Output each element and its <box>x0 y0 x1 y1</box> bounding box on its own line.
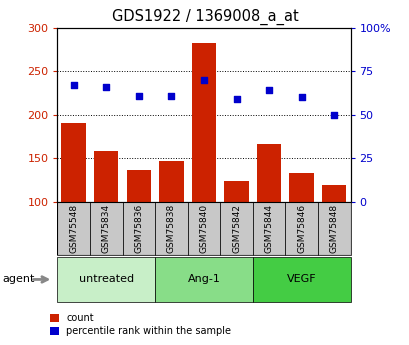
Bar <box>155 202 187 255</box>
Bar <box>90 202 122 255</box>
Bar <box>187 202 220 255</box>
Bar <box>57 202 90 255</box>
Bar <box>122 202 155 255</box>
Bar <box>61 124 86 202</box>
Text: Ang-1: Ang-1 <box>187 275 220 284</box>
Text: GSM75838: GSM75838 <box>166 204 175 253</box>
Bar <box>321 185 346 202</box>
Text: GSM75834: GSM75834 <box>101 204 110 253</box>
Text: GSM75840: GSM75840 <box>199 204 208 253</box>
Bar <box>191 43 216 202</box>
Text: agent: agent <box>2 275 34 284</box>
Point <box>70 82 77 88</box>
Bar <box>289 173 313 202</box>
Bar <box>256 144 281 202</box>
Text: GSM75836: GSM75836 <box>134 204 143 253</box>
Legend: count, percentile rank within the sample: count, percentile rank within the sample <box>46 309 235 340</box>
Bar <box>94 151 118 202</box>
Point <box>298 95 304 100</box>
Point <box>168 93 174 98</box>
Text: GSM75844: GSM75844 <box>264 204 273 253</box>
Bar <box>317 202 350 255</box>
Text: GSM75842: GSM75842 <box>231 204 240 253</box>
Bar <box>252 257 350 302</box>
Point <box>330 112 337 117</box>
Bar <box>252 202 285 255</box>
Bar <box>159 161 183 202</box>
Bar <box>57 257 155 302</box>
Text: VEGF: VEGF <box>286 275 316 284</box>
Text: GDS1922 / 1369008_a_at: GDS1922 / 1369008_a_at <box>111 9 298 25</box>
Bar <box>220 202 252 255</box>
Point <box>200 77 207 82</box>
Text: GSM75548: GSM75548 <box>69 204 78 253</box>
Point <box>233 96 239 102</box>
Text: GSM75848: GSM75848 <box>329 204 338 253</box>
Point <box>265 88 272 93</box>
Bar <box>126 170 151 202</box>
Point <box>103 84 109 90</box>
Bar <box>155 257 252 302</box>
Text: untreated: untreated <box>79 275 133 284</box>
Text: GSM75846: GSM75846 <box>297 204 306 253</box>
Bar <box>285 202 317 255</box>
Point <box>135 93 142 98</box>
Bar <box>224 181 248 202</box>
